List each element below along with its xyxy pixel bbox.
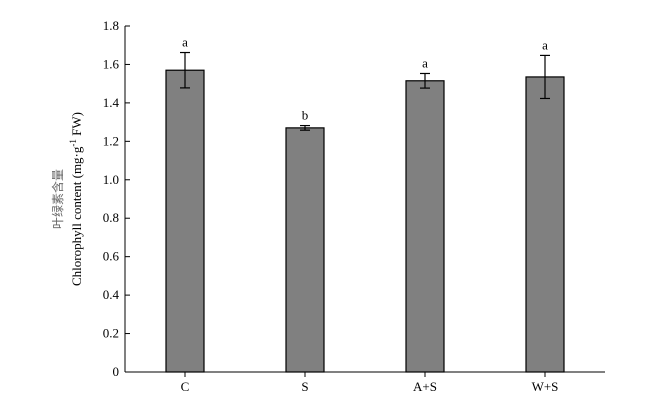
y-tick-label: 0.8 [103,210,119,225]
bar-a-s [405,80,445,373]
x-tick-label: A+S [413,379,437,394]
y-tick-label: 0.6 [103,249,120,264]
y-axis-title-english: Chlorophyll content (mg·g-1 FW) [68,112,84,286]
significance-label: a [542,37,548,52]
x-tick-label: W+S [532,379,559,394]
significance-label: a [422,55,428,70]
y-tick-label: 0.4 [103,287,120,302]
significance-label: a [182,35,188,50]
x-tick-label: C [181,379,190,394]
significance-label: b [302,108,309,123]
y-tick-label: 0 [113,364,120,379]
y-tick-label: 0.2 [103,326,119,341]
bar-w-s [525,76,565,373]
y-axis-title-chinese: 叶绿素含量 [50,169,65,229]
bars: a b a a [165,35,565,373]
y-tick-label: 1.8 [103,18,119,33]
y-tick-label: 1.0 [103,172,119,187]
y-tick-label: 1.6 [103,56,120,71]
axes: 0 0.2 0.4 0.6 0.8 1.0 1.2 1.4 1.6 1.8 C S A+S W+S [103,18,605,394]
bar-c [165,69,205,373]
y-axis-title: 叶绿素含量 Chlorophyll content (mg·g-1 FW) [50,112,84,286]
bar-s [285,127,325,373]
y-tick-label: 1.2 [103,133,119,148]
y-tick-label: 1.4 [103,95,120,110]
x-tick-label: S [301,379,308,394]
